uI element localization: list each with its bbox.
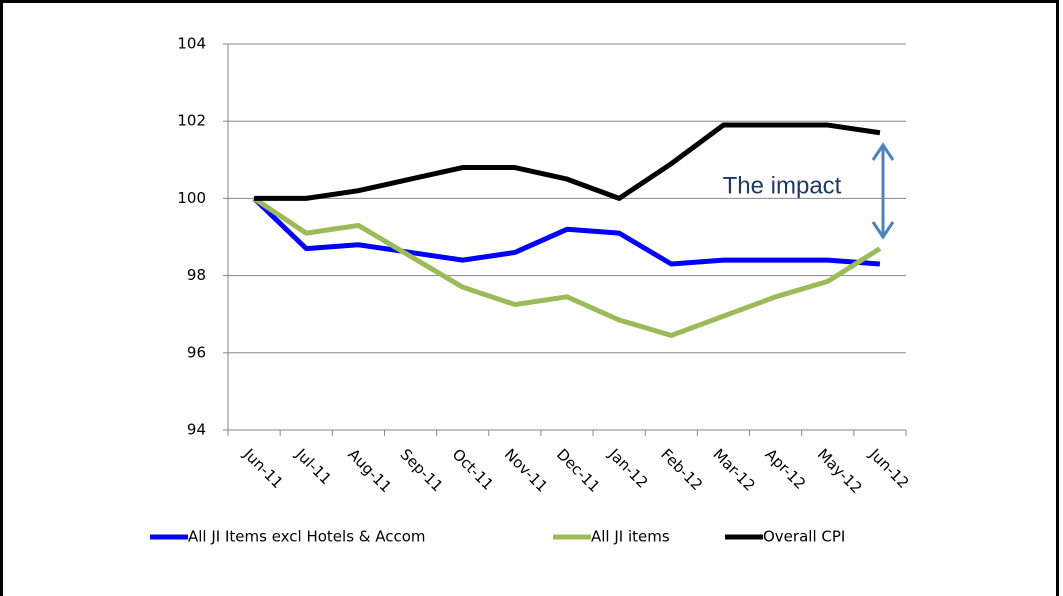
x-tick-label: Jan-12 <box>604 445 651 492</box>
x-tick-label: Apr-12 <box>762 445 810 493</box>
y-tick-label: 98 <box>187 266 206 284</box>
y-tick-label: 102 <box>177 112 206 130</box>
y-tick-label: 94 <box>187 421 206 439</box>
x-tick-label: Oct-11 <box>449 445 497 493</box>
x-tick-label: Dec-11 <box>553 445 604 496</box>
x-tick-label: Jul-11 <box>292 445 336 489</box>
x-tick-label: Mar-12 <box>709 445 758 494</box>
legend-label: All JI items <box>591 528 670 546</box>
x-tick-label: Nov-11 <box>501 445 551 495</box>
legend-label: Overall CPI <box>763 528 845 546</box>
x-tick-label: May-12 <box>814 445 866 497</box>
y-tick-label: 96 <box>187 343 206 361</box>
x-tick-label: Feb-12 <box>657 445 706 494</box>
line-series <box>252 196 881 267</box>
impact-arrow <box>871 142 895 240</box>
y-tick-label: 100 <box>177 189 206 207</box>
y-tick-label: 104 <box>177 35 206 53</box>
x-tick-label: Jun-11 <box>239 445 286 492</box>
line-series <box>254 122 881 201</box>
line-series <box>252 196 882 338</box>
legend-label: All JI Items excl Hotels & Accom <box>188 528 426 546</box>
x-tick-label: Sep-11 <box>397 445 447 495</box>
x-tick-label: Jun-12 <box>865 445 912 492</box>
annotation: The impact <box>723 172 842 199</box>
x-tick-label: Aug-11 <box>344 445 395 496</box>
